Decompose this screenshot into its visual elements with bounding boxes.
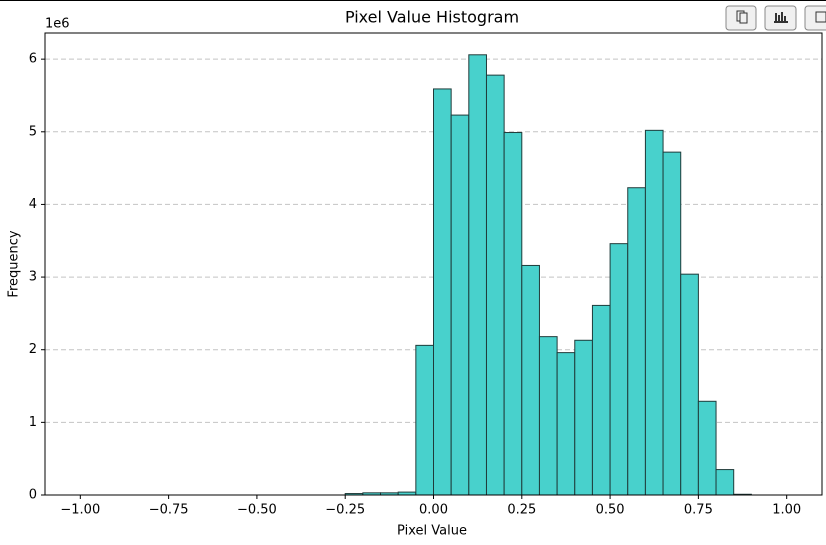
- bar: [450, 114, 470, 496]
- y-tick-label: 3: [29, 270, 37, 285]
- bar: [662, 151, 682, 496]
- bar: [433, 88, 452, 496]
- x-tick-label: 0.25: [507, 503, 536, 518]
- x-tick-label: −1.00: [60, 503, 100, 518]
- x-tick-label: 1.00: [772, 503, 801, 518]
- y-tick-label: 0: [29, 488, 37, 503]
- y-tick-label: 4: [29, 197, 37, 212]
- x-tick-label: 0.50: [596, 503, 625, 518]
- bar: [415, 344, 435, 496]
- bar: [627, 187, 646, 496]
- y-tick-label: 1: [29, 415, 37, 430]
- x-tick-label: −0.25: [325, 503, 365, 518]
- bar: [680, 273, 699, 496]
- y-tick-label: 6: [29, 52, 37, 67]
- chart-title: Pixel Value Histogram: [345, 8, 519, 27]
- bar: [609, 243, 629, 496]
- y-axis-label: Frequency: [7, 230, 22, 297]
- bar: [556, 352, 576, 496]
- chart-button[interactable]: [764, 5, 797, 31]
- bar: [521, 264, 540, 496]
- save-icon: [815, 11, 826, 23]
- copy-icon: [739, 12, 748, 24]
- y-tick-label: 2: [29, 342, 37, 357]
- x-axis-label: Pixel Value: [397, 524, 467, 539]
- x-tick-label: 0.75: [684, 503, 713, 518]
- bar: [485, 74, 505, 496]
- plot-frame: [44, 32, 823, 496]
- bar: [538, 336, 558, 496]
- bar: [468, 54, 487, 496]
- bar: [591, 304, 611, 496]
- bar: [697, 400, 717, 496]
- bar: [644, 129, 664, 496]
- bar: [503, 132, 523, 496]
- x-tick-label: −0.75: [149, 503, 189, 518]
- x-tick-label: 0.00: [419, 503, 448, 518]
- y-tick-label: 5: [29, 124, 37, 139]
- x-tick-label: −0.50: [237, 503, 277, 518]
- y-offset-label: 1e6: [45, 17, 70, 32]
- bar: [715, 469, 735, 496]
- toolbar: [725, 5, 826, 31]
- chart-icon: [774, 12, 788, 23]
- bar: [574, 339, 593, 496]
